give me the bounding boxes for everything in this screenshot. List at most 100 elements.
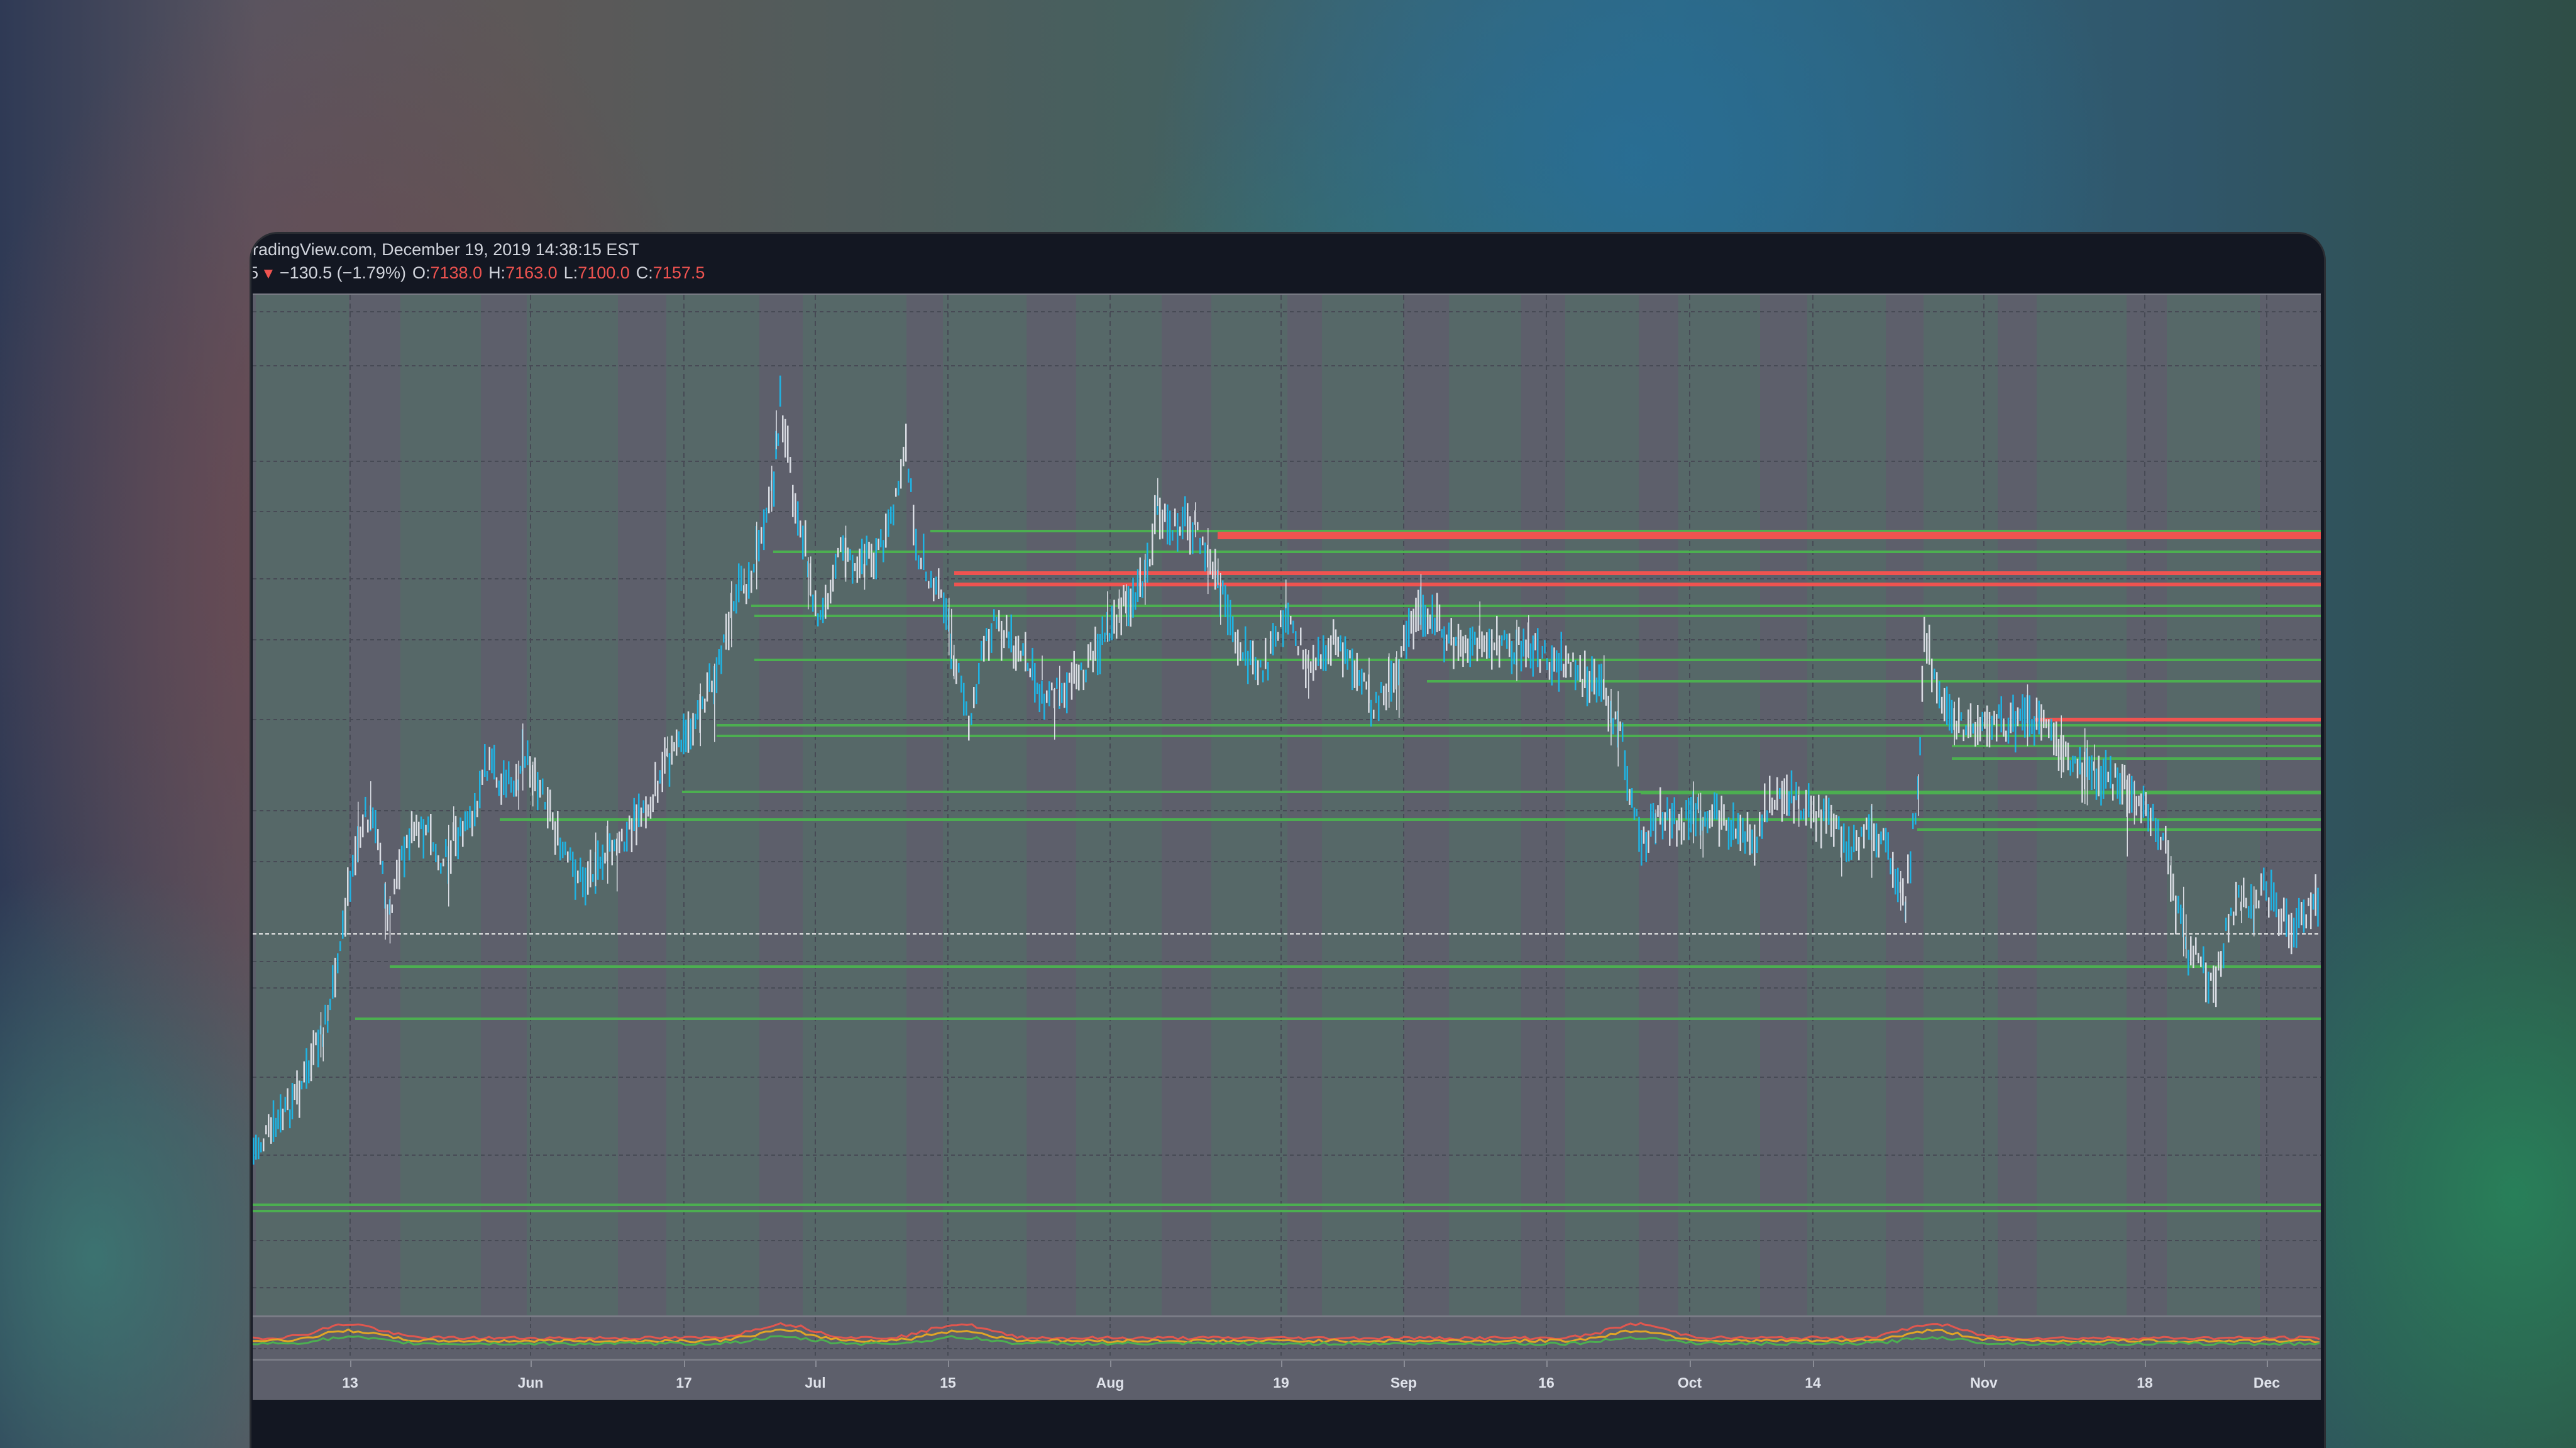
candle — [2233, 911, 2235, 926]
candle — [1761, 814, 1763, 839]
candle — [1245, 626, 1247, 666]
candle — [2210, 972, 2212, 981]
candle — [291, 1082, 294, 1120]
candle — [2147, 804, 2149, 832]
candle — [2213, 965, 2215, 1003]
candle — [1460, 630, 1461, 657]
candle — [1496, 615, 1498, 655]
price-chart-pane[interactable] — [253, 293, 2321, 1317]
candle — [898, 480, 900, 496]
candle — [1310, 661, 1312, 673]
candle — [537, 772, 539, 811]
indicator-canvas[interactable] — [253, 1317, 2321, 1361]
candle — [457, 827, 459, 860]
candle — [723, 634, 725, 643]
candle — [2172, 874, 2174, 901]
candle — [1127, 586, 1130, 627]
candle — [885, 513, 887, 548]
candle — [981, 640, 983, 661]
candle — [2228, 914, 2230, 943]
candle — [1808, 783, 1810, 818]
candle-wick — [1420, 574, 1422, 630]
candle — [645, 796, 647, 829]
candle — [1027, 662, 1029, 671]
candle — [2258, 900, 2260, 909]
time-axis[interactable]: 13 Jun 17 Jul 15 Aug 19 Sep 16 Oct 14 Nov 18 Dec — [253, 1359, 2321, 1401]
candle — [1830, 804, 1832, 837]
candle-wick — [714, 663, 715, 742]
candle — [1718, 810, 1720, 847]
candle — [1551, 645, 1553, 686]
candle — [2074, 755, 2076, 764]
candle — [671, 735, 673, 765]
candle — [1034, 663, 1036, 703]
candle — [2150, 808, 2152, 836]
candle — [410, 811, 413, 843]
candle — [1892, 852, 1894, 888]
candle — [1586, 666, 1588, 706]
candle — [486, 771, 488, 781]
candle — [1652, 803, 1654, 831]
candle — [547, 787, 549, 829]
candle — [265, 1125, 267, 1134]
candle — [1902, 878, 1904, 906]
candle — [1049, 681, 1050, 706]
candle-wick — [2094, 744, 2095, 789]
candle — [440, 863, 442, 874]
candle — [454, 816, 457, 857]
candle — [690, 718, 691, 750]
candle — [1939, 681, 1940, 709]
candle — [1720, 796, 1722, 830]
candle — [488, 747, 490, 771]
candle — [1080, 662, 1082, 671]
candle — [790, 457, 791, 473]
session-stripe — [1678, 295, 1760, 1317]
candle — [2088, 756, 2090, 780]
candle — [1575, 660, 1577, 691]
candle — [630, 818, 633, 853]
candle — [460, 817, 461, 836]
candle-wick — [1145, 554, 1146, 605]
candle — [299, 1080, 300, 1118]
candle — [1669, 808, 1671, 846]
candle — [342, 910, 344, 939]
candle — [315, 1032, 317, 1046]
price-chart-canvas[interactable] — [253, 295, 2321, 1317]
candle — [2265, 881, 2267, 901]
candle — [2048, 719, 2050, 738]
candle — [466, 811, 468, 830]
candle — [482, 769, 483, 785]
candle — [2301, 902, 2303, 926]
candle — [1494, 642, 1495, 650]
candle-wick — [1054, 688, 1055, 740]
candle-wick — [1655, 809, 1656, 843]
session-stripe — [1924, 295, 1998, 1317]
indicator-pane[interactable] — [253, 1315, 2321, 1361]
candle-wick — [756, 522, 757, 590]
candle — [1650, 803, 1652, 837]
candle — [1073, 650, 1075, 684]
candle-wick — [771, 465, 773, 512]
candle — [1951, 699, 1953, 733]
candle — [1629, 789, 1631, 805]
candle — [895, 488, 897, 497]
candle — [1094, 627, 1096, 661]
candle — [880, 529, 882, 547]
candle — [1320, 654, 1322, 669]
candle — [649, 796, 652, 819]
candle — [1532, 635, 1534, 677]
candle — [978, 662, 980, 684]
candle — [1781, 781, 1783, 822]
candle — [1344, 636, 1346, 664]
candle — [367, 820, 369, 833]
candle — [827, 593, 829, 610]
candle — [425, 825, 427, 836]
candle — [1104, 632, 1106, 642]
candle — [2012, 694, 2014, 732]
candle — [1043, 693, 1045, 720]
close-label: C: — [636, 263, 653, 282]
candle — [2286, 898, 2287, 937]
axis-tick-mark — [2145, 1361, 2146, 1367]
candle — [1846, 841, 1847, 862]
candle — [1673, 797, 1675, 825]
